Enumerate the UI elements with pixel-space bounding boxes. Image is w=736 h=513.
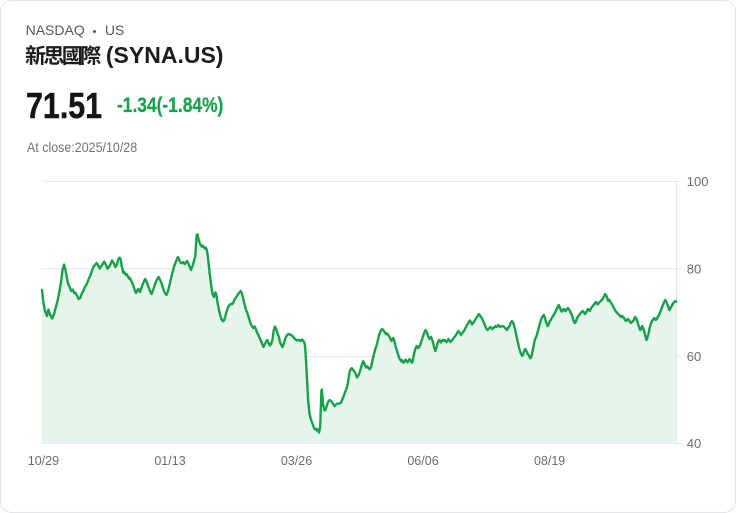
svg-text:08/19: 08/19 <box>534 454 565 468</box>
svg-text:06/06: 06/06 <box>407 454 438 468</box>
svg-text:10/29: 10/29 <box>28 454 59 468</box>
svg-text:03/26: 03/26 <box>281 454 312 468</box>
svg-text:01/13: 01/13 <box>154 454 185 468</box>
svg-text:40: 40 <box>687 436 701 451</box>
svg-text:80: 80 <box>687 261 701 276</box>
svg-text:100: 100 <box>687 174 709 189</box>
svg-text:60: 60 <box>687 349 701 364</box>
